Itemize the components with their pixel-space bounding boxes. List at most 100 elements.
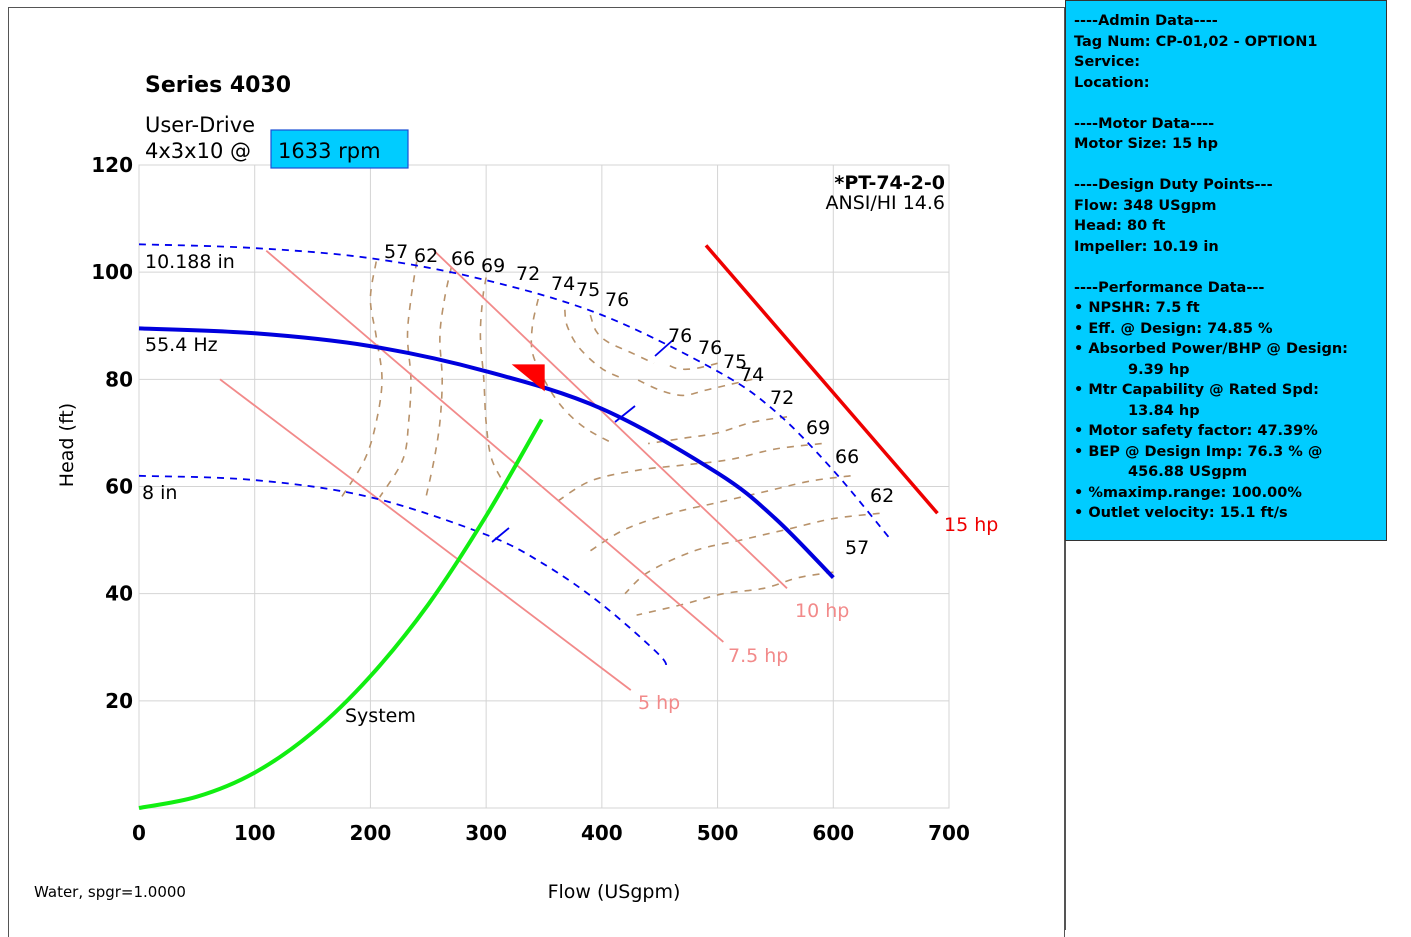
- contour-label-57: 57: [845, 537, 869, 559]
- y-tick-label: 60: [105, 475, 133, 499]
- x-tick-label: 0: [132, 821, 146, 845]
- curve-System: [138, 418, 544, 810]
- eff-at-design: • Eff. @ Design: 74.85 %: [1074, 320, 1273, 337]
- design-header: ----Design Duty Points---: [1074, 177, 1273, 193]
- power-label-10-hp: 10 hp: [795, 600, 849, 622]
- efficiency-contour-57-left: [340, 261, 383, 498]
- x-tick-label: 600: [812, 821, 854, 845]
- mtr-capability-label: • Mtr Capability @ Rated Spd:: [1074, 382, 1319, 398]
- motor-safety-factor: • Motor safety factor: 47.39%: [1074, 423, 1318, 439]
- perf-header: ----Performance Data---: [1074, 279, 1265, 296]
- x-tick-label: 200: [350, 821, 392, 845]
- efficiency-contour-62-left: [379, 261, 418, 498]
- bep-tick-operating: [614, 405, 636, 423]
- efficiency-contours: [340, 261, 880, 616]
- operating-speed-label: 55.4 Hz: [145, 334, 218, 356]
- power-line-10-hp: [433, 250, 788, 589]
- design-flow: Flow: 348 USgpm: [1074, 197, 1217, 214]
- contour-label-75: 75: [723, 351, 747, 373]
- pump-size-label: 4x3x10 @: [145, 139, 251, 163]
- y-axis-label: Head (ft): [56, 403, 78, 487]
- curve-10-188-in: [138, 243, 892, 541]
- design-head: Head: 80 ft: [1074, 218, 1166, 234]
- contour-label-72: 72: [516, 263, 540, 285]
- panel-divider: [1065, 541, 1066, 930]
- y-tick-label: 20: [105, 689, 133, 713]
- contour-label-57: 57: [384, 241, 408, 263]
- bep-value: 456.88 USgpm: [1128, 464, 1248, 480]
- motor-header: ----Motor Data----: [1074, 115, 1215, 132]
- contour-label-66: 66: [835, 446, 859, 468]
- admin-header: ----Admin Data----: [1074, 13, 1218, 29]
- service: Service:: [1074, 54, 1141, 70]
- contour-label-74: 74: [740, 364, 764, 386]
- efficiency-contour-66-right: [589, 475, 851, 552]
- power-label-7-5-hp: 7.5 hp: [728, 645, 788, 667]
- efficiency-contour-74-right: [636, 378, 753, 397]
- fluid-label: Water, spgr=1.0000: [34, 883, 186, 901]
- x-tick-label: 400: [581, 821, 623, 845]
- curve-8-in: [138, 474, 668, 670]
- efficiency-contour-57-right: [636, 571, 834, 616]
- efficiency-contour-69-left: [479, 277, 511, 493]
- chart-labels: 0 100 200 300 400 500 600 700 20 40 60 80 100 120 57 62…: [91, 153, 998, 845]
- chart-subtitle: User-Drive: [145, 113, 255, 137]
- contour-label-76: 76: [605, 289, 629, 311]
- location: Location:: [1074, 74, 1150, 91]
- efficiency-contour-66-left: [425, 266, 453, 498]
- contour-label-76: 76: [698, 337, 722, 359]
- efficiency-contour-75-right: [665, 362, 718, 371]
- contour-label-76: 76: [668, 325, 692, 347]
- design-impeller: Impeller: 10.19 in: [1074, 238, 1219, 255]
- bep-tick-max: [654, 339, 674, 357]
- chart-title: Series 4030: [145, 73, 291, 98]
- y-tick-label: 40: [105, 582, 133, 606]
- power-line-5-hp: [219, 378, 632, 691]
- system-curve-label: System: [345, 705, 416, 727]
- data-panel: ----Admin Data---- Tag Num: CP-01,02 - O…: [1065, 0, 1387, 541]
- rpm-box: [270, 129, 409, 169]
- chart-frame: [8, 7, 1065, 937]
- x-tick-label: 700: [928, 821, 970, 845]
- bep-label: • BEP @ Design Imp: 76.3 % @: [1074, 443, 1323, 460]
- power-lines: [219, 244, 939, 691]
- x-tick-label: 500: [697, 821, 739, 845]
- grid: [138, 164, 950, 809]
- npshr: • NPSHR: 7.5 ft: [1074, 300, 1200, 316]
- contour-label-74: 74: [551, 273, 575, 295]
- power-label-5-hp: 5 hp: [638, 692, 680, 714]
- x-tick-label: 300: [465, 821, 507, 845]
- contour-label-62: 62: [414, 245, 438, 267]
- efficiency-contour-69-right: [555, 442, 822, 504]
- contour-label-75: 75: [576, 279, 600, 301]
- contour-label-69: 69: [481, 255, 505, 277]
- pump-curve-chart: 0 100 200 300 400 500 600 700 20 40 60 80 100 120 57 62…: [34, 73, 998, 903]
- pump-curves: [138, 243, 892, 810]
- min-impeller-label: 8 in: [142, 482, 177, 504]
- design-point-marker: [511, 364, 545, 392]
- standard-label: ANSI/HI 14.6: [825, 192, 945, 214]
- contour-label-72: 72: [770, 387, 794, 409]
- y-tick-label: 120: [91, 153, 133, 177]
- curve-55-4-Hz: [138, 326, 835, 580]
- tag-number: Tag Num: CP-01,02 - OPTION1: [1074, 33, 1318, 50]
- contour-label-62: 62: [870, 485, 894, 507]
- max-impeller-label: 10.188 in: [145, 251, 235, 273]
- bhp-value: 9.39 hp: [1128, 361, 1190, 378]
- bhp-label: • Absorbed Power/BHP @ Design:: [1074, 341, 1348, 357]
- efficiency-contour-75-left: [589, 314, 655, 365]
- y-tick-label: 100: [91, 260, 133, 284]
- efficiency-contour-62-right: [624, 512, 880, 595]
- contour-label-66: 66: [451, 248, 475, 270]
- power-label-15-hp: 15 hp: [944, 514, 998, 536]
- power-line-15-hp: [704, 244, 939, 515]
- motor-size: Motor Size: 15 hp: [1074, 136, 1218, 152]
- speed-label: 1633 rpm: [278, 139, 381, 163]
- maximp-range: • %maximp.range: 100.00%: [1074, 484, 1302, 501]
- plot-border: [138, 164, 950, 809]
- standard-code: *PT-74-2-0: [834, 172, 945, 194]
- efficiency-contour-72-right: [647, 416, 788, 445]
- x-tick-label: 100: [234, 821, 276, 845]
- contour-label-69: 69: [806, 417, 830, 439]
- outlet-velocity: • Outlet velocity: 15.1 ft/s: [1074, 505, 1288, 521]
